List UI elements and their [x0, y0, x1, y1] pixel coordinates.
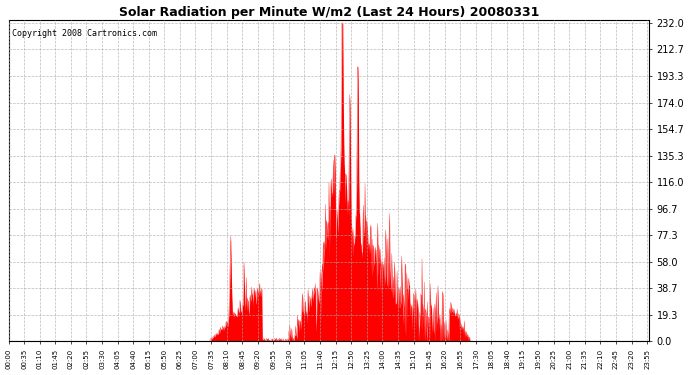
Title: Solar Radiation per Minute W/m2 (Last 24 Hours) 20080331: Solar Radiation per Minute W/m2 (Last 24… — [119, 6, 539, 18]
Text: Copyright 2008 Cartronics.com: Copyright 2008 Cartronics.com — [12, 29, 157, 38]
